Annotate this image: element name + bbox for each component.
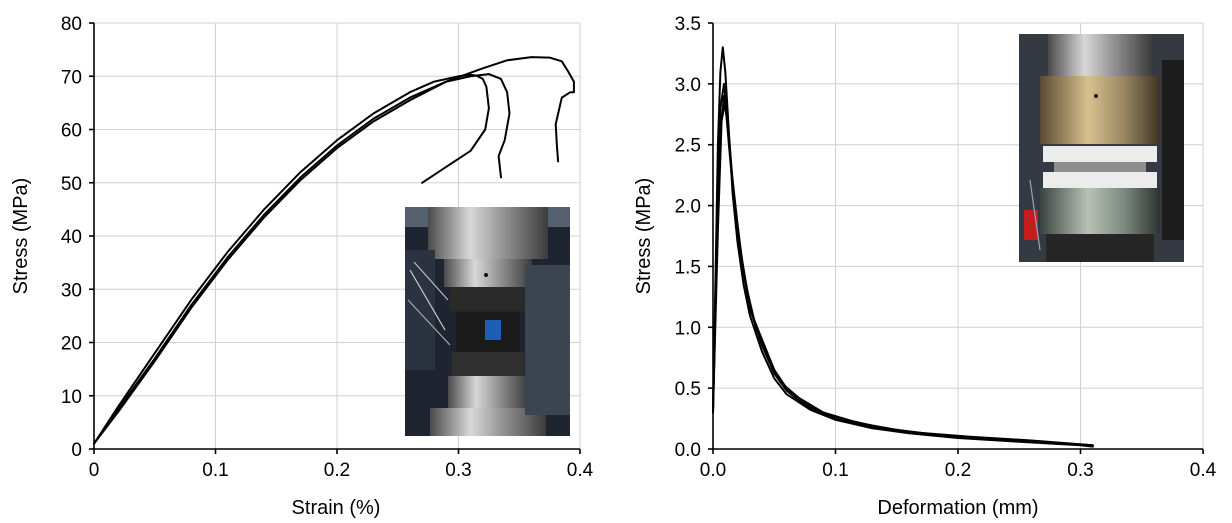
y-tick-label: 0 <box>71 440 82 461</box>
stress-strain-chart: 0 0.1 0.2 0.3 0.4 0 10 20 30 40 50 60 70 80 Strain (%… <box>10 14 594 519</box>
y-tick-label: 80 <box>61 14 82 35</box>
series-line-1 <box>712 46 1094 448</box>
y-tick-label: 30 <box>61 280 82 301</box>
x-tick-label: 0.3 <box>1067 460 1093 481</box>
x-tick-label: 0 <box>89 460 100 481</box>
x-tick-label: 0.2 <box>945 460 971 481</box>
x-axis-label: Strain (%) <box>292 497 381 519</box>
x-tick-label: 0.1 <box>202 460 228 481</box>
y-tick-label: 3.0 <box>675 75 701 96</box>
y-tick-label: 50 <box>61 174 82 195</box>
series-line-1 <box>93 73 490 445</box>
series-line-3 <box>93 56 575 445</box>
y-tick-label: 0.5 <box>675 379 701 400</box>
x-tick-label: 0.2 <box>324 460 350 481</box>
x-tick-label: 0.3 <box>445 460 471 481</box>
tick-labels: 0 0.1 0.2 0.3 0.4 0 10 20 30 40 50 60 70 80 <box>61 14 594 481</box>
y-tick-label: 2.5 <box>675 136 701 157</box>
x-tick-label: 0.0 <box>700 460 726 481</box>
y-tick-label: 0.0 <box>675 440 701 461</box>
series-line-4 <box>712 101 1094 447</box>
stress-strain-curves <box>93 56 575 445</box>
y-tick-label: 70 <box>61 67 82 88</box>
y-tick-label: 1.0 <box>675 318 701 339</box>
y-tick-label: 3.5 <box>675 14 701 35</box>
x-tick-label: 0.4 <box>567 460 594 481</box>
stress-deformation-curves <box>712 46 1094 448</box>
axes <box>708 22 1204 454</box>
y-axis-label: Stress (MPa) <box>633 178 655 295</box>
tick-labels: 0.0 0.1 0.2 0.3 0.4 0.0 0.5 1.0 1.5 2.0 2.5 3.0 3.5 <box>675 14 1217 481</box>
gridlines <box>94 22 581 449</box>
tensile-test-setup-photo <box>1019 34 1184 262</box>
x-tick-label: 0.1 <box>822 460 848 481</box>
y-tick-label: 1.5 <box>675 257 701 278</box>
series-line-2 <box>93 73 511 445</box>
uniaxial-compression-test-setup-photo <box>405 207 570 436</box>
x-axis-label: Deformation (mm) <box>877 497 1038 519</box>
y-tick-label: 60 <box>61 121 82 142</box>
y-axis-label: Stress (MPa) <box>10 178 32 295</box>
x-tick-label: 0.4 <box>1190 460 1217 481</box>
y-tick-label: 2.0 <box>675 197 701 218</box>
y-tick-label: 40 <box>61 227 82 248</box>
axes <box>89 22 581 454</box>
y-tick-label: 20 <box>61 334 82 355</box>
stress-deformation-chart: 0.0 0.1 0.2 0.3 0.40.00.51.01.52.02.53.03.5 … <box>633 14 1217 519</box>
y-tick-label: 10 <box>61 387 82 408</box>
